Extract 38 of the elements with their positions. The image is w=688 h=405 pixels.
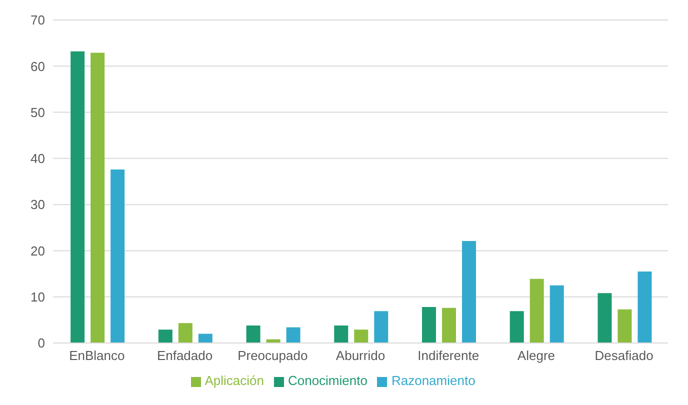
- bar: [198, 334, 212, 343]
- x-tick-label: Indiferente: [418, 348, 480, 364]
- y-tick-label: 50: [30, 104, 45, 120]
- legend-label: Conocimiento: [288, 373, 368, 388]
- legend-label: Aplicación: [204, 373, 264, 388]
- x-tick-label: Alegre: [517, 348, 556, 364]
- bar: [70, 51, 85, 343]
- x-tick-label: EnBlanco: [69, 348, 125, 364]
- bar: [286, 327, 300, 343]
- y-tick-label: 0: [38, 336, 45, 351]
- y-tick-label: 30: [30, 197, 45, 212]
- y-tick-label: 70: [30, 12, 45, 28]
- bar: [462, 241, 476, 343]
- bar: [374, 311, 388, 343]
- bar: [158, 330, 172, 343]
- bar: [354, 330, 368, 343]
- bar: [442, 308, 456, 343]
- y-tick-label: 20: [30, 243, 45, 258]
- bar: [178, 323, 192, 343]
- bar: [530, 278, 544, 343]
- legend-label: Razonamiento: [391, 373, 476, 388]
- x-tick-label: Preocupado: [238, 348, 308, 364]
- y-tick-label: 60: [30, 58, 45, 74]
- y-tick-label: 40: [30, 151, 45, 166]
- x-tick-label: Aburrido: [336, 348, 386, 364]
- x-tick-label: Desafiado: [594, 348, 654, 364]
- bar: [90, 52, 105, 343]
- bar: [422, 307, 436, 343]
- bar: [510, 311, 524, 343]
- bar: [550, 285, 564, 343]
- bar: [334, 325, 348, 343]
- x-tick-label: Enfadado: [156, 348, 213, 364]
- bar: [246, 325, 260, 343]
- bar: [618, 309, 632, 343]
- bar: [638, 271, 652, 343]
- bar: [598, 293, 612, 343]
- y-tick-label: 10: [30, 289, 45, 304]
- bar: [110, 170, 125, 343]
